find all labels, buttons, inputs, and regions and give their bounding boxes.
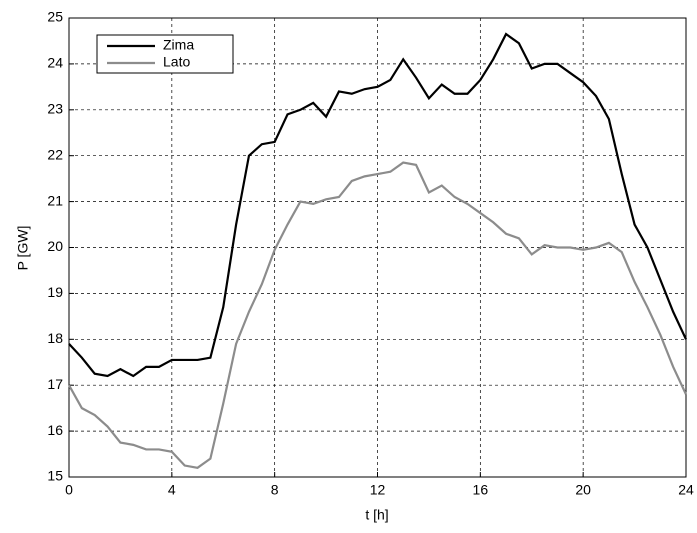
y-tick-label: 21 [47,192,63,208]
y-tick-label: 23 [47,101,63,117]
y-tick-label: 16 [47,422,63,438]
x-tick-label: 4 [168,482,176,498]
y-axis-label: P [GW] [15,226,31,271]
y-tick-label: 15 [47,468,63,484]
plot-frame [68,17,687,478]
legend-box [96,34,234,74]
y-tick-label: 18 [47,330,63,346]
series-line [68,161,687,469]
y-tick-label: 17 [47,376,63,392]
y-tick-label: 25 [47,9,63,25]
legend-label: Lato [163,54,190,70]
legend-label: Zima [163,37,194,53]
y-tick-label: 22 [47,146,63,162]
x-tick-label: 12 [370,482,386,498]
y-tick-label: 19 [47,284,63,300]
series-line [68,32,687,378]
x-tick-label: 0 [65,482,73,498]
y-tick-label: 20 [47,238,63,254]
x-tick-label: 8 [271,482,279,498]
x-tick-label: 16 [473,482,489,498]
x-tick-label: 24 [678,482,694,498]
x-tick-label: 20 [575,482,591,498]
y-tick-label: 24 [47,55,63,71]
x-axis-label: t [h] [365,507,388,523]
